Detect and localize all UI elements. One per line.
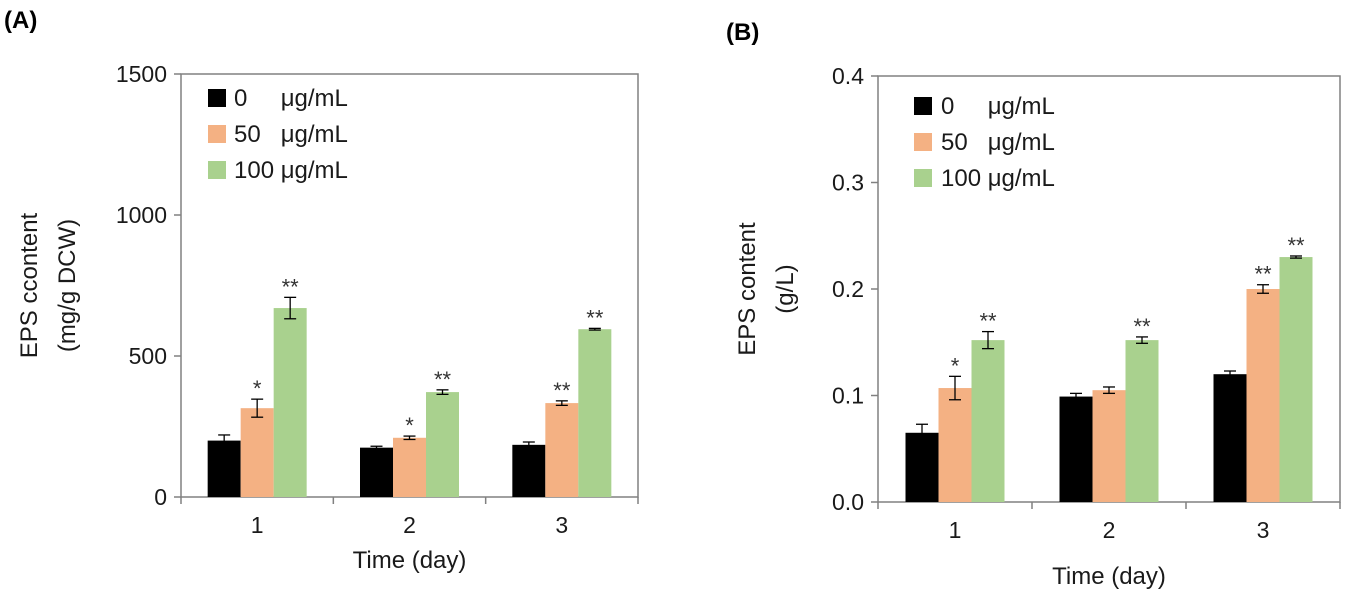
y-axis-title-line2: (mg/g DCW) (54, 219, 81, 352)
significance-label: * (405, 413, 414, 438)
bar (1279, 257, 1313, 502)
y-axis-title: EPS content (734, 222, 761, 356)
legend-label: 50 μg/mL (941, 129, 1055, 156)
bar (393, 437, 426, 497)
legend-label: 0 μg/mL (234, 85, 348, 112)
panel-label: (B) (726, 19, 759, 46)
significance-label: ** (1254, 262, 1272, 287)
y-axis-title: EPS ccontent (16, 212, 43, 358)
y-tick-label: 0.1 (832, 383, 864, 409)
x-tick-label: 1 (949, 517, 962, 543)
y-tick-label: 0.2 (832, 276, 864, 302)
bar (360, 447, 393, 497)
bar (1125, 340, 1159, 502)
bar (273, 308, 307, 497)
bar (905, 432, 939, 502)
bar (971, 340, 1005, 502)
legend-label: 100 μg/mL (941, 165, 1055, 192)
y-tick-label: 0.0 (832, 489, 864, 515)
x-tick-label: 3 (1257, 517, 1270, 543)
bar (1246, 289, 1280, 502)
legend-label: 50 μg/mL (234, 121, 348, 148)
significance-label: ** (434, 367, 452, 392)
bar (938, 388, 972, 502)
bar (545, 403, 579, 497)
x-tick-label: 3 (555, 512, 568, 538)
legend-swatch (208, 89, 226, 107)
x-tick-label: 2 (1103, 517, 1116, 543)
y-tick-label: 0.3 (832, 170, 864, 196)
significance-label: * (951, 353, 960, 378)
panel-label: (A) (4, 7, 37, 34)
bar (1213, 374, 1247, 502)
bar (207, 440, 241, 497)
bar (578, 329, 612, 497)
legend-label: 0 μg/mL (941, 93, 1055, 120)
y-tick-label: 0 (154, 484, 167, 510)
significance-label: ** (553, 378, 571, 403)
legend-swatch (208, 125, 226, 143)
legend-swatch (914, 133, 932, 151)
significance-label: ** (1287, 233, 1305, 258)
x-axis-title: Time (day) (353, 547, 467, 574)
legend-swatch (914, 169, 932, 187)
legend-swatch (208, 161, 226, 179)
x-axis-title: Time (day) (1052, 563, 1166, 590)
bar (1092, 390, 1126, 502)
x-tick-label: 2 (403, 512, 416, 538)
bar (240, 408, 274, 497)
y-tick-label: 1500 (116, 61, 167, 87)
significance-label: * (253, 376, 262, 401)
significance-label: ** (1133, 314, 1151, 339)
bar (1059, 396, 1093, 502)
legend-label: 100 μg/mL (234, 157, 348, 184)
significance-label: ** (979, 309, 997, 334)
significance-label: ** (282, 274, 300, 299)
bar (512, 444, 546, 497)
y-tick-label: 500 (129, 343, 167, 369)
x-tick-label: 1 (251, 512, 264, 538)
bar (426, 392, 459, 497)
y-tick-label: 1000 (116, 202, 167, 228)
y-tick-label: 0.4 (832, 63, 864, 89)
y-axis-title-line2: (g/L) (772, 264, 799, 313)
legend-swatch (914, 97, 932, 115)
significance-label: ** (586, 305, 604, 330)
